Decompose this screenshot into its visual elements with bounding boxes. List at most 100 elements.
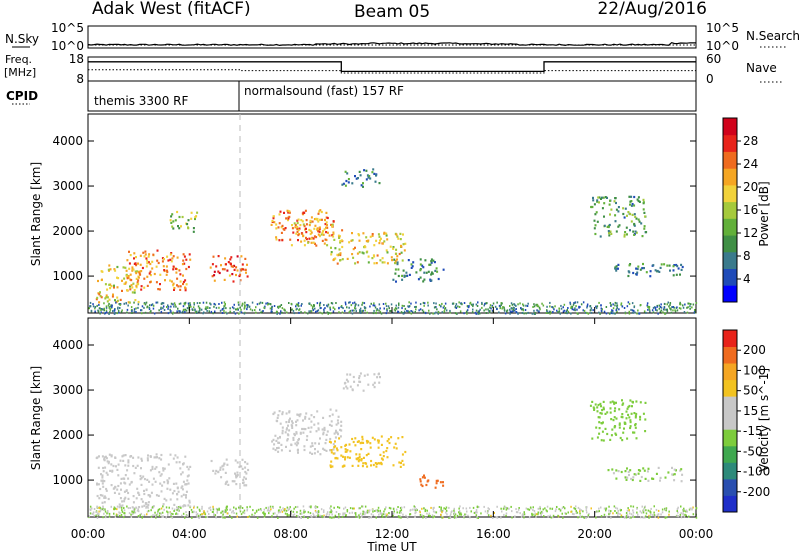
heatmap-cell bbox=[419, 258, 422, 261]
colorbar-swatch bbox=[723, 201, 737, 219]
heatmap-cell bbox=[691, 508, 693, 511]
heatmap-cell bbox=[386, 308, 388, 311]
heatmap-cell bbox=[429, 312, 431, 315]
heatmap-cell bbox=[388, 441, 391, 445]
heatmap-cell bbox=[658, 270, 661, 273]
heatmap-cell bbox=[222, 510, 224, 513]
heatmap-cell bbox=[571, 512, 574, 515]
freq-label: Freq. bbox=[5, 53, 32, 66]
heatmap-cell bbox=[434, 486, 437, 489]
heatmap-cell bbox=[594, 213, 597, 216]
heatmap-cell bbox=[222, 468, 225, 471]
heatmap-cell bbox=[309, 232, 312, 236]
heatmap-cell bbox=[263, 515, 266, 518]
heatmap-cell bbox=[158, 514, 161, 517]
heatmap-cell bbox=[132, 456, 135, 459]
heatmap-cell bbox=[649, 275, 652, 278]
heatmap-cell bbox=[176, 487, 179, 490]
heatmap-cell bbox=[381, 516, 384, 518]
heatmap-cell bbox=[586, 311, 588, 314]
heatmap-cell bbox=[607, 469, 610, 472]
heatmap-cell bbox=[354, 246, 356, 249]
heatmap-cell bbox=[178, 215, 181, 219]
heatmap-cell bbox=[605, 306, 608, 308]
heatmap-cell bbox=[96, 304, 98, 307]
nave-tick-top: 60 bbox=[706, 52, 721, 66]
heatmap-cell bbox=[365, 240, 368, 243]
heatmap-cell bbox=[136, 270, 138, 273]
heatmap-cell bbox=[677, 515, 679, 518]
heatmap-cell bbox=[292, 438, 295, 441]
heatmap-cell bbox=[376, 254, 379, 257]
colorbar-swatch bbox=[723, 218, 737, 236]
heatmap-cell bbox=[377, 462, 380, 465]
heatmap-cell bbox=[335, 456, 338, 460]
heatmap-cell bbox=[314, 506, 316, 509]
heatmap-cell bbox=[284, 227, 287, 230]
heatmap-cell bbox=[170, 513, 172, 516]
heatmap-cell bbox=[263, 508, 266, 511]
heatmap-cell bbox=[303, 239, 306, 242]
heatmap-cell bbox=[377, 441, 380, 444]
heatmap-cell bbox=[296, 511, 298, 514]
heatmap-cell bbox=[195, 513, 198, 516]
heatmap-cell bbox=[246, 308, 248, 311]
heatmap-cell bbox=[471, 311, 474, 314]
heatmap-cell bbox=[383, 261, 386, 264]
nsky-tick-top: 10^5 bbox=[51, 21, 84, 35]
heatmap-cell bbox=[158, 288, 161, 291]
heatmap-cell bbox=[227, 483, 230, 486]
heatmap-cell bbox=[602, 421, 604, 424]
heatmap-cell bbox=[437, 312, 439, 315]
heatmap-cell bbox=[285, 421, 288, 424]
heatmap-cell bbox=[275, 236, 278, 239]
heatmap-cell bbox=[339, 241, 342, 244]
heatmap-cell bbox=[96, 296, 99, 299]
heatmap-cell bbox=[110, 285, 113, 288]
heatmap-cell bbox=[119, 497, 122, 500]
heatmap-cell bbox=[166, 270, 169, 273]
heatmap-cell bbox=[449, 514, 451, 517]
heatmap-cell bbox=[309, 512, 312, 515]
range-tick-label: 3000 bbox=[52, 383, 83, 397]
heatmap-cell bbox=[137, 515, 140, 518]
nave-tick-bottom: 0 bbox=[706, 72, 714, 86]
heatmap-cell bbox=[295, 432, 298, 435]
heatmap-cell bbox=[386, 440, 389, 443]
heatmap-cell bbox=[186, 307, 189, 310]
heatmap-cell bbox=[302, 516, 305, 519]
heatmap-cell bbox=[401, 304, 404, 307]
heatmap-cell bbox=[596, 199, 599, 202]
nsearch-tick-top: 10^5 bbox=[706, 21, 739, 35]
heatmap-cell bbox=[297, 303, 299, 306]
heatmap-cell bbox=[362, 510, 364, 513]
heatmap-cell bbox=[657, 509, 660, 512]
heatmap-cell bbox=[463, 312, 465, 315]
heatmap-cell bbox=[546, 505, 549, 508]
heatmap-cell bbox=[137, 300, 140, 304]
heatmap-cell bbox=[226, 480, 229, 483]
heatmap-cell bbox=[407, 259, 410, 262]
heatmap-cell bbox=[620, 515, 622, 518]
heatmap-cell bbox=[688, 302, 690, 305]
heatmap-cell bbox=[360, 184, 363, 187]
heatmap-cell bbox=[623, 216, 626, 219]
heatmap-cell bbox=[180, 311, 182, 314]
heatmap-cell bbox=[168, 477, 171, 480]
heatmap-cell bbox=[130, 481, 133, 484]
heatmap-cell bbox=[153, 272, 156, 276]
heatmap-cell bbox=[343, 507, 345, 510]
heatmap-cell bbox=[179, 280, 182, 283]
heatmap-cell bbox=[400, 311, 403, 314]
heatmap-cell bbox=[576, 301, 579, 304]
heatmap-cell bbox=[170, 215, 173, 218]
heatmap-cell bbox=[486, 512, 489, 515]
heatmap-cell bbox=[590, 507, 592, 510]
heatmap-cell bbox=[338, 506, 341, 509]
heatmap-cell bbox=[544, 507, 546, 510]
heatmap-cell bbox=[233, 311, 235, 313]
heatmap-cell bbox=[458, 510, 461, 513]
heatmap-cell bbox=[453, 507, 455, 510]
heatmap-cell bbox=[549, 301, 551, 304]
heatmap-cell bbox=[632, 509, 634, 512]
